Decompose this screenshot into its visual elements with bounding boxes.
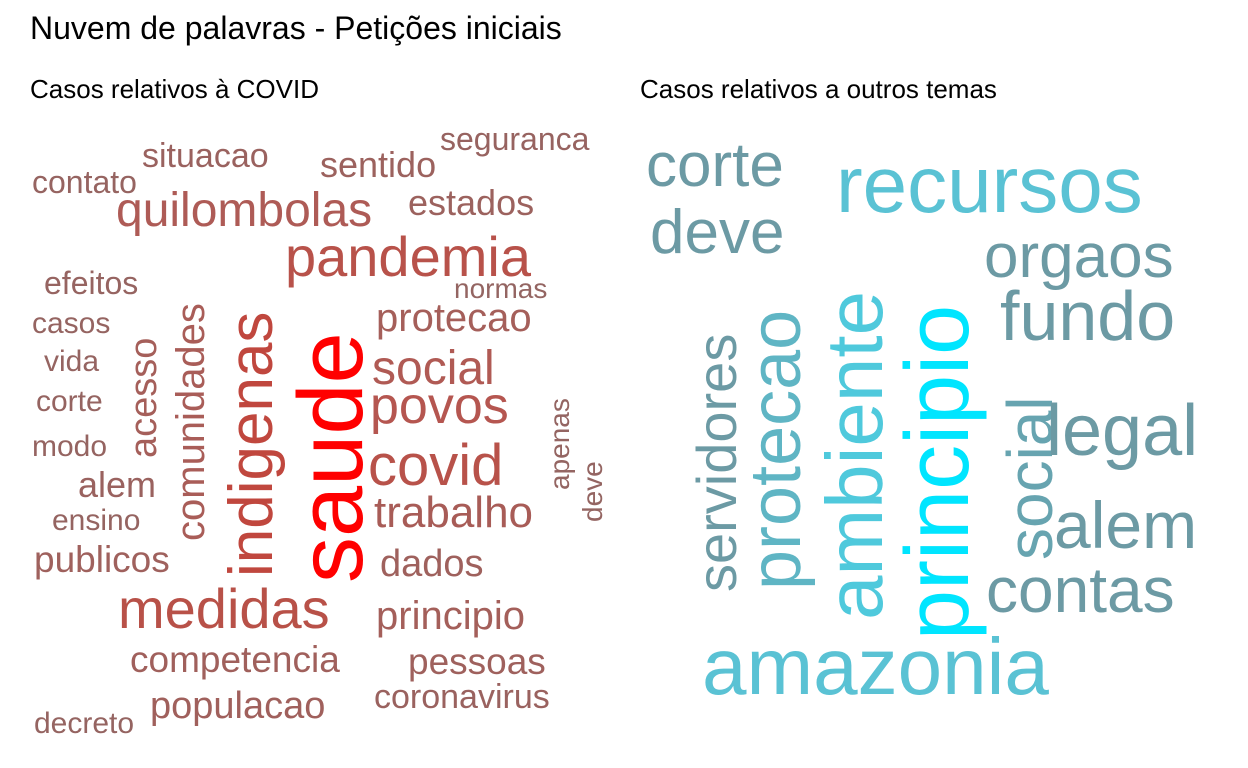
word-medidas: medidas bbox=[118, 577, 330, 640]
word-legal: legal bbox=[1046, 391, 1198, 471]
word-principio: principio bbox=[888, 305, 988, 640]
word-apenas: apenas bbox=[544, 398, 575, 490]
chart-title: Nuvem de palavras - Petições iniciais bbox=[30, 10, 562, 46]
word-deve: deve bbox=[650, 198, 784, 267]
word-corte: corte bbox=[646, 131, 784, 200]
word-seguranca: seguranca bbox=[440, 121, 590, 157]
word-principio: principio bbox=[376, 594, 525, 638]
word-deve: deve bbox=[577, 461, 608, 522]
left-panel-title: Casos relativos à COVID bbox=[30, 74, 319, 104]
word-trabalho: trabalho bbox=[374, 488, 533, 537]
word-povos: povos bbox=[370, 377, 509, 435]
word-decreto: decreto bbox=[34, 707, 134, 740]
word-recursos: recursos bbox=[836, 140, 1143, 229]
word-ambiente: ambiente bbox=[810, 291, 899, 620]
word-estados: estados bbox=[408, 182, 534, 223]
word-coronavirus: coronavirus bbox=[374, 678, 550, 716]
word-publicos: publicos bbox=[34, 539, 170, 580]
word-saude: saude bbox=[280, 332, 382, 583]
word-orgaos: orgaos bbox=[984, 222, 1174, 291]
word-protecao: protecao bbox=[376, 296, 532, 340]
word-situacao: situacao bbox=[142, 137, 269, 175]
word-normas: normas bbox=[454, 273, 547, 304]
word-fundo: fundo bbox=[1000, 277, 1175, 355]
word-alem: alem bbox=[78, 464, 156, 505]
word-protecao: protecao bbox=[736, 310, 816, 590]
word-pessoas: pessoas bbox=[408, 641, 546, 682]
word-ensino: ensino bbox=[52, 504, 140, 537]
word-covid: covid bbox=[368, 433, 503, 498]
word-contas: contas bbox=[986, 554, 1175, 626]
word-competencia: competencia bbox=[130, 639, 340, 680]
word-contato: contato bbox=[32, 164, 137, 200]
word-servidores: servidores bbox=[685, 334, 748, 592]
word-amazonia: amazonia bbox=[702, 622, 1049, 711]
word-casos: casos bbox=[32, 307, 110, 340]
word-social: social bbox=[372, 342, 495, 395]
word-pandemia: pandemia bbox=[285, 225, 532, 288]
word-efeitos: efeitos bbox=[44, 265, 138, 301]
word-social: social bbox=[994, 396, 1066, 560]
word-corte: corte bbox=[36, 385, 103, 418]
word-modo: modo bbox=[32, 430, 107, 463]
word-indigenas: indigenas bbox=[217, 312, 286, 577]
word-dados: dados bbox=[380, 543, 484, 585]
word-vida: vida bbox=[44, 345, 99, 378]
word-acesso: acesso bbox=[123, 338, 165, 458]
word-alem: alem bbox=[1054, 488, 1197, 562]
word-sentido: sentido bbox=[320, 144, 436, 185]
word-quilombolas: quilombolas bbox=[116, 184, 372, 237]
right-panel-title: Casos relativos a outros temas bbox=[640, 74, 997, 104]
word-comunidades: comunidades bbox=[169, 303, 213, 541]
word-populacao: populacao bbox=[150, 685, 325, 727]
